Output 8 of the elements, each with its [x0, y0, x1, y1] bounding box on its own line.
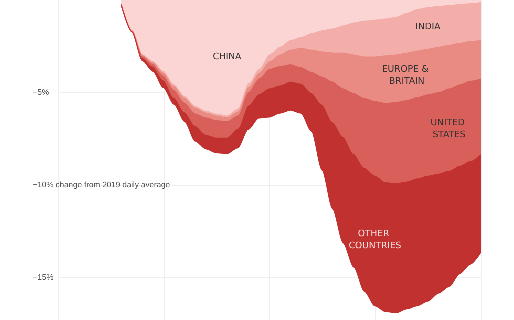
- series-label: UNITED STATES: [430, 118, 468, 140]
- y-tick-label: −15%: [33, 272, 54, 282]
- y-tick-label: −5%: [33, 88, 50, 97]
- y-tick-label: −10% change from 2019 daily average: [33, 180, 171, 190]
- series-label: OTHER COUNTRIES: [349, 230, 402, 252]
- series-label: EUROPE & BRITAIN: [382, 65, 432, 88]
- series-label: CHINA: [212, 52, 242, 63]
- series-label: INDIA: [416, 22, 442, 33]
